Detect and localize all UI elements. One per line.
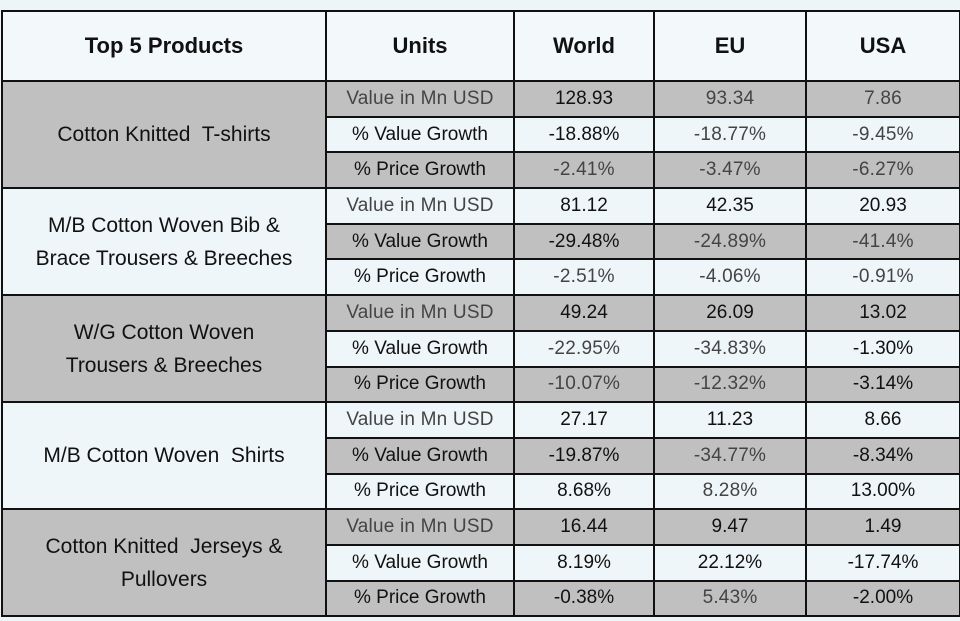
table-row: M/B Cotton Woven Shirts Value in Mn USD 27… [1,401,960,511]
product-name-line: Brace Trousers & Breeches [35,246,293,270]
table-row: Cotton Knitted T-shirts Value in Mn USD 12… [1,79,960,190]
table-row: % Value Growth 8.19% 22.12% -17.74% [2,543,960,582]
usa-value-cell: -41.4% [805,222,960,261]
eu-value-cell: 9.47 [653,508,807,546]
world-value-cell: -22.95% [513,329,655,368]
world-value-cell: 81.12 [513,187,655,225]
table-row: % Price Growth -2.51% -4.06% -0.91% [2,258,960,297]
usa-value-cell: 13.02 [805,294,960,332]
product-name-cell: M/B Cotton Woven Shirts [1,401,327,511]
table-row: % Price Growth 8.68% 8.28% 13.00% [2,472,960,511]
units-cell: % Value Growth [325,115,515,154]
product-name-line: Cotton Knitted T-shirts [57,123,271,147]
units-cell: % Value Growth [325,329,515,368]
table-row: % Value Growth -29.48% -24.89% -41.4% [2,222,960,261]
eu-value-cell: 93.34 [653,80,807,118]
units-cell: % Price Growth [325,151,515,190]
product-name-cell: Cotton Knitted T-shirts [1,79,327,190]
units-cell: Value in Mn USD [325,80,515,118]
usa-value-cell: 20.93 [805,187,960,225]
world-value-cell: -10.07% [513,365,655,404]
eu-value-cell: -34.83% [653,329,807,368]
eu-value-cell: -3.47% [653,151,807,190]
product-name-line: M/B Cotton Woven Bib & [48,213,280,237]
table-body: Cotton Knitted T-shirts Value in Mn USD 12… [1,79,960,618]
units-cell: Value in Mn USD [325,294,515,332]
product-name-cell: M/B Cotton Woven Bib & Brace Trousers & B… [1,187,327,297]
units-cell: % Value Growth [325,222,515,261]
table-row: Cotton Knitted Jerseys & Pullovers Value i… [1,508,960,618]
header-row: Top 5 Products Units World EU USA [1,10,960,82]
product-name-line: Pullovers [120,567,208,591]
product-name-line: Trousers & Breeches [65,353,263,377]
world-value-cell: -19.87% [513,436,655,475]
usa-value-cell: -0.91% [805,258,960,297]
usa-value-cell: 1.49 [805,508,960,546]
table-row: % Price Growth -10.07% -12.32% -3.14% [2,365,960,404]
world-value-cell: -2.41% [513,151,655,190]
eu-value-cell: -24.89% [653,222,807,261]
eu-value-cell: -4.06% [653,258,807,297]
header-products: Top 5 Products [1,10,327,82]
product-name-line: W/G Cotton Woven [73,320,255,344]
top-products-table: Top 5 Products Units World EU USA Cotton… [1,10,960,618]
eu-value-cell: 5.43% [653,579,807,618]
usa-value-cell: -6.27% [805,151,960,190]
units-cell: Value in Mn USD [325,187,515,225]
product-name-cell: Cotton Knitted Jerseys & Pullovers [1,508,327,618]
product-name-line: Cotton Knitted Jerseys & [45,534,283,558]
table-row: M/B Cotton Woven Bib & Brace Trousers & B… [1,187,960,297]
table-row: % Value Growth -22.95% -34.83% -1.30% [2,329,960,368]
units-cell: Value in Mn USD [325,401,515,439]
units-cell: % Value Growth [325,543,515,582]
units-cell: % Price Growth [325,472,515,511]
table-row: % Price Growth -0.38% 5.43% -2.00% [2,579,960,618]
world-value-cell: -2.51% [513,258,655,297]
table-row: W/G Cotton Woven Trousers & Breeches Value… [1,294,960,404]
eu-value-cell: -18.77% [653,115,807,154]
world-value-cell: -0.38% [513,579,655,618]
usa-value-cell: 13.00% [805,472,960,511]
header-units: Units [325,10,515,82]
units-cell: % Price Growth [325,365,515,404]
product-name-cell: W/G Cotton Woven Trousers & Breeches [1,294,327,404]
header-eu: EU [653,10,807,82]
units-cell: % Value Growth [325,436,515,475]
table-row: % Price Growth -2.41% -3.47% -6.27% [2,151,960,190]
eu-value-cell: -34.77% [653,436,807,475]
world-value-cell: 49.24 [513,294,655,332]
usa-value-cell: -3.14% [805,365,960,404]
eu-value-cell: 11.23 [653,401,807,439]
usa-value-cell: -8.34% [805,436,960,475]
eu-value-cell: 8.28% [653,472,807,511]
header-world: World [513,10,655,82]
usa-value-cell: 7.86 [805,80,960,118]
usa-value-cell: 8.66 [805,401,960,439]
eu-value-cell: 22.12% [653,543,807,582]
table-row: % Value Growth -18.88% -18.77% -9.45% [2,115,960,154]
header-usa: USA [805,10,960,82]
product-name-line: M/B Cotton Woven Shirts [43,444,285,468]
usa-value-cell: -1.30% [805,329,960,368]
world-value-cell: -18.88% [513,115,655,154]
usa-value-cell: -9.45% [805,115,960,154]
usa-value-cell: -17.74% [805,543,960,582]
usa-value-cell: -2.00% [805,579,960,618]
world-value-cell: 128.93 [513,80,655,118]
world-value-cell: 8.68% [513,472,655,511]
table-row: % Value Growth -19.87% -34.77% -8.34% [2,436,960,475]
world-value-cell: 8.19% [513,543,655,582]
world-value-cell: -29.48% [513,222,655,261]
eu-value-cell: 42.35 [653,187,807,225]
units-cell: Value in Mn USD [325,508,515,546]
eu-value-cell: -12.32% [653,365,807,404]
world-value-cell: 16.44 [513,508,655,546]
world-value-cell: 27.17 [513,401,655,439]
units-cell: % Price Growth [325,258,515,297]
eu-value-cell: 26.09 [653,294,807,332]
units-cell: % Price Growth [325,579,515,618]
